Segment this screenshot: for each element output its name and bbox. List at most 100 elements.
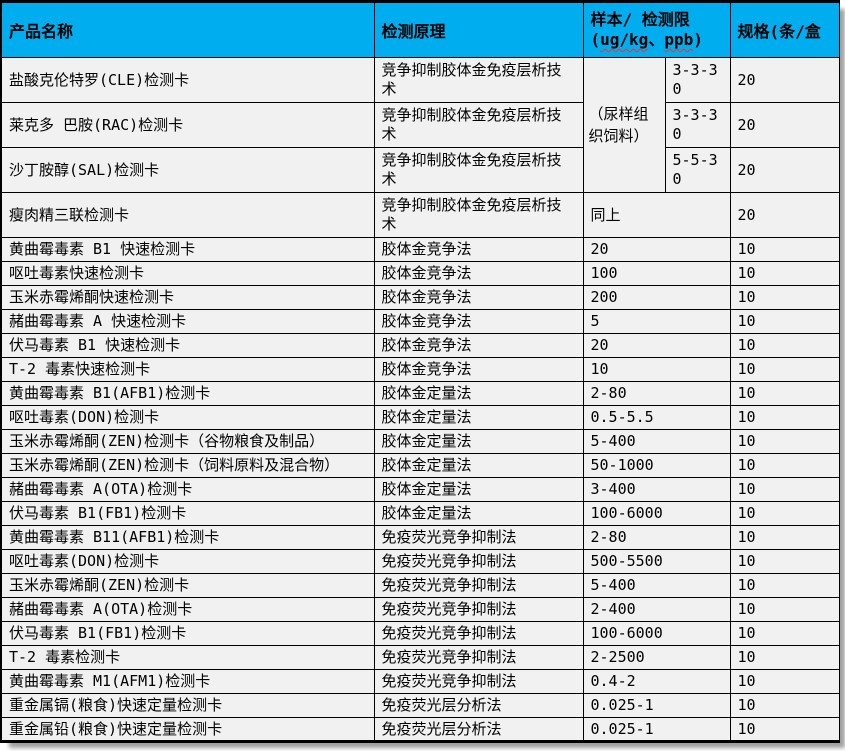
product-name-cell: 玉米赤霉烯酮(ZEN)检测卡（饲料原料及混合物） (0, 453, 375, 478)
principle-cell: 胶体金定量法 (373, 477, 584, 502)
principle-cell: 免疫荧光竞争抑制法 (373, 573, 584, 598)
table-row: T-2 毒素快速检测卡 胶体金竞争法 10 10 (0, 357, 840, 382)
principle-cell: 胶体金定量法 (373, 429, 584, 454)
principle-cell: 胶体金竞争法 (373, 333, 584, 358)
product-name-cell: 盐酸克伦特罗(CLE)检测卡 (0, 57, 375, 103)
spec-cell: 10 (729, 717, 840, 742)
limit-cell: 3-400 (582, 477, 731, 502)
table-row: 伏马毒素 B1(FB1)检测卡 胶体金定量法 100-6000 10 (0, 501, 840, 526)
principle-cell: 竞争抑制胶体金免疫层析技术 (373, 192, 584, 238)
table-row: 玉米赤霉烯酮(ZEN)检测卡（饲料原料及混合物） 胶体金定量法 50-1000 10 (0, 453, 840, 478)
principle-cell: 胶体金竞争法 (373, 285, 584, 310)
spec-cell: 10 (729, 285, 840, 310)
principle-cell: 免疫荧光竞争抑制法 (373, 621, 584, 646)
header-row: 产品名称 检测原理 样本/ 检测限 (ug/kg、ppb) 规格(条/盒 (0, 1, 840, 58)
limit-cell: 2-400 (582, 597, 731, 622)
unit-ugkg: ug/kg (600, 30, 649, 49)
spec-cell: 10 (729, 549, 840, 574)
principle-cell: 胶体金定量法 (373, 501, 584, 526)
spec-cell: 10 (729, 237, 840, 262)
spec-cell: 10 (729, 429, 840, 454)
principle-cell: 免疫荧光竞争抑制法 (373, 645, 584, 670)
spec-cell: 10 (729, 453, 840, 478)
product-name-cell: 玉米赤霉烯酮(ZEN)检测卡 (0, 573, 375, 598)
table-row: 重金属铅(粮食)快速定量检测卡 免疫荧光层分析法 0.025-1 10 (0, 717, 840, 742)
limit-cell: 20 (582, 333, 731, 358)
sample-limit-line1: 样本/ 检测限 (590, 10, 690, 29)
principle-cell: 免疫荧光竞争抑制法 (373, 597, 584, 622)
product-table-body: 盐酸克伦特罗(CLE)检测卡 竞争抑制胶体金免疫层析技术 （尿样组织饲料） 3-3-3… (0, 57, 840, 742)
table-row: 莱克多 巴胺(RAC)检测卡 竞争抑制胶体金免疫层析技术 3-3-30 20 (0, 102, 840, 148)
spec-cell: 10 (729, 621, 840, 646)
spec-cell: 20 (729, 102, 840, 148)
product-name-cell: 莱克多 巴胺(RAC)检测卡 (0, 102, 375, 148)
limit-cell: 0.4-2 (582, 669, 731, 694)
spec-cell: 10 (729, 693, 840, 718)
principle-cell: 胶体金竞争法 (373, 357, 584, 382)
limit-cell: 2-80 (582, 381, 731, 406)
table-row: 瘦肉精三联检测卡 竞争抑制胶体金免疫层析技术 同上 20 (0, 192, 840, 238)
table-row: 黄曲霉毒素 B1 快速检测卡 胶体金竞争法 20 10 (0, 237, 840, 262)
product-name-cell: 黄曲霉毒素 B1(AFB1)检测卡 (0, 381, 375, 406)
table-row: 赭曲霉毒素 A(OTA)检测卡 胶体金定量法 3-400 10 (0, 477, 840, 502)
spec-cell: 10 (729, 309, 840, 334)
unit-open-paren: ( (590, 30, 601, 49)
principle-cell: 胶体金定量法 (373, 453, 584, 478)
limit-cell: 5 (582, 309, 731, 334)
product-name-cell: 呕吐毒素快速检测卡 (0, 261, 375, 286)
product-name-cell: 黄曲霉毒素 M1(AFM1)检测卡 (0, 669, 375, 694)
spec-cell: 20 (729, 57, 840, 103)
principle-cell: 胶体金竞争法 (373, 309, 584, 334)
product-name-cell: 重金属铅(粮食)快速定量检测卡 (0, 717, 375, 742)
spec-cell: 10 (729, 261, 840, 286)
principle-cell: 竞争抑制胶体金免疫层析技术 (373, 57, 584, 103)
product-name-cell: 玉米赤霉烯酮(ZEN)检测卡（谷物粮食及制品） (0, 429, 375, 454)
table-row: 重金属镉(粮食)快速定量检测卡 免疫荧光层分析法 0.025-1 10 (0, 693, 840, 718)
product-name-cell: 黄曲霉毒素 B11(AFB1)检测卡 (0, 525, 375, 550)
limit-cell: 200 (582, 285, 731, 310)
spec-cell: 10 (729, 405, 840, 430)
principle-cell: 免疫荧光层分析法 (373, 717, 584, 742)
table-row: 玉米赤霉烯酮(ZEN)检测卡（谷物粮食及制品） 胶体金定量法 5-400 10 (0, 429, 840, 454)
principle-cell: 胶体金竞争法 (373, 261, 584, 286)
principle-cell: 免疫荧光竞争抑制法 (373, 525, 584, 550)
product-name-cell: 呕吐毒素(DON)检测卡 (0, 549, 375, 574)
principle-cell: 免疫荧光竞争抑制法 (373, 669, 584, 694)
product-name-cell: 赭曲霉毒素 A(OTA)检测卡 (0, 477, 375, 502)
principle-cell: 免疫荧光竞争抑制法 (373, 549, 584, 574)
col-header-spec: 规格(条/盒 (729, 1, 840, 58)
spec-cell: 10 (729, 357, 840, 382)
principle-cell: 竞争抑制胶体金免疫层析技术 (373, 147, 584, 193)
product-name-cell: 黄曲霉毒素 B1 快速检测卡 (0, 237, 375, 262)
table-row: 黄曲霉毒素 M1(AFM1)检测卡 免疫荧光竞争抑制法 0.4-2 10 (0, 669, 840, 694)
table-row: 呕吐毒素(DON)检测卡 免疫荧光竞争抑制法 500-5500 10 (0, 549, 840, 574)
col-header-sample-limit: 样本/ 检测限 (ug/kg、ppb) (582, 1, 731, 58)
principle-cell: 胶体金竞争法 (373, 237, 584, 262)
limit-cell: 20 (582, 237, 731, 262)
limit-cell: 0.5-5.5 (582, 405, 731, 430)
product-name-cell: 呕吐毒素(DON)检测卡 (0, 405, 375, 430)
limit-cell: 3-3-30 (664, 102, 731, 148)
limit-cell: 2-80 (582, 525, 731, 550)
limit-cell: 50-1000 (582, 453, 731, 478)
limit-cell: 0.025-1 (582, 693, 731, 718)
table-row: 呕吐毒素(DON)检测卡 胶体金定量法 0.5-5.5 10 (0, 405, 840, 430)
spec-cell: 20 (729, 192, 840, 238)
col-header-product-name: 产品名称 (0, 1, 375, 58)
spec-cell: 10 (729, 597, 840, 622)
table-row: 呕吐毒素快速检测卡 胶体金竞争法 100 10 (0, 261, 840, 286)
limit-cell: 2-2500 (582, 645, 731, 670)
col-header-principle: 检测原理 (373, 1, 584, 58)
table-row: 玉米赤霉烯酮(ZEN)检测卡 免疫荧光竞争抑制法 5-400 10 (0, 573, 840, 598)
product-name-cell: 沙丁胺醇(SAL)检测卡 (0, 147, 375, 193)
limit-cell: 100-6000 (582, 501, 731, 526)
principle-cell: 免疫荧光层分析法 (373, 693, 584, 718)
unit-ppb: ppb (664, 30, 694, 49)
table-row: 盐酸克伦特罗(CLE)检测卡 竞争抑制胶体金免疫层析技术 （尿样组织饲料） 3-3-3… (0, 57, 840, 193)
product-name-cell: 赭曲霉毒素 A 快速检测卡 (0, 309, 375, 334)
sample-cell: 同上 (582, 192, 731, 238)
limit-cell: 5-5-30 (664, 147, 731, 193)
table-row: 赭曲霉毒素 A(OTA)检测卡 免疫荧光竞争抑制法 2-400 10 (0, 597, 840, 622)
